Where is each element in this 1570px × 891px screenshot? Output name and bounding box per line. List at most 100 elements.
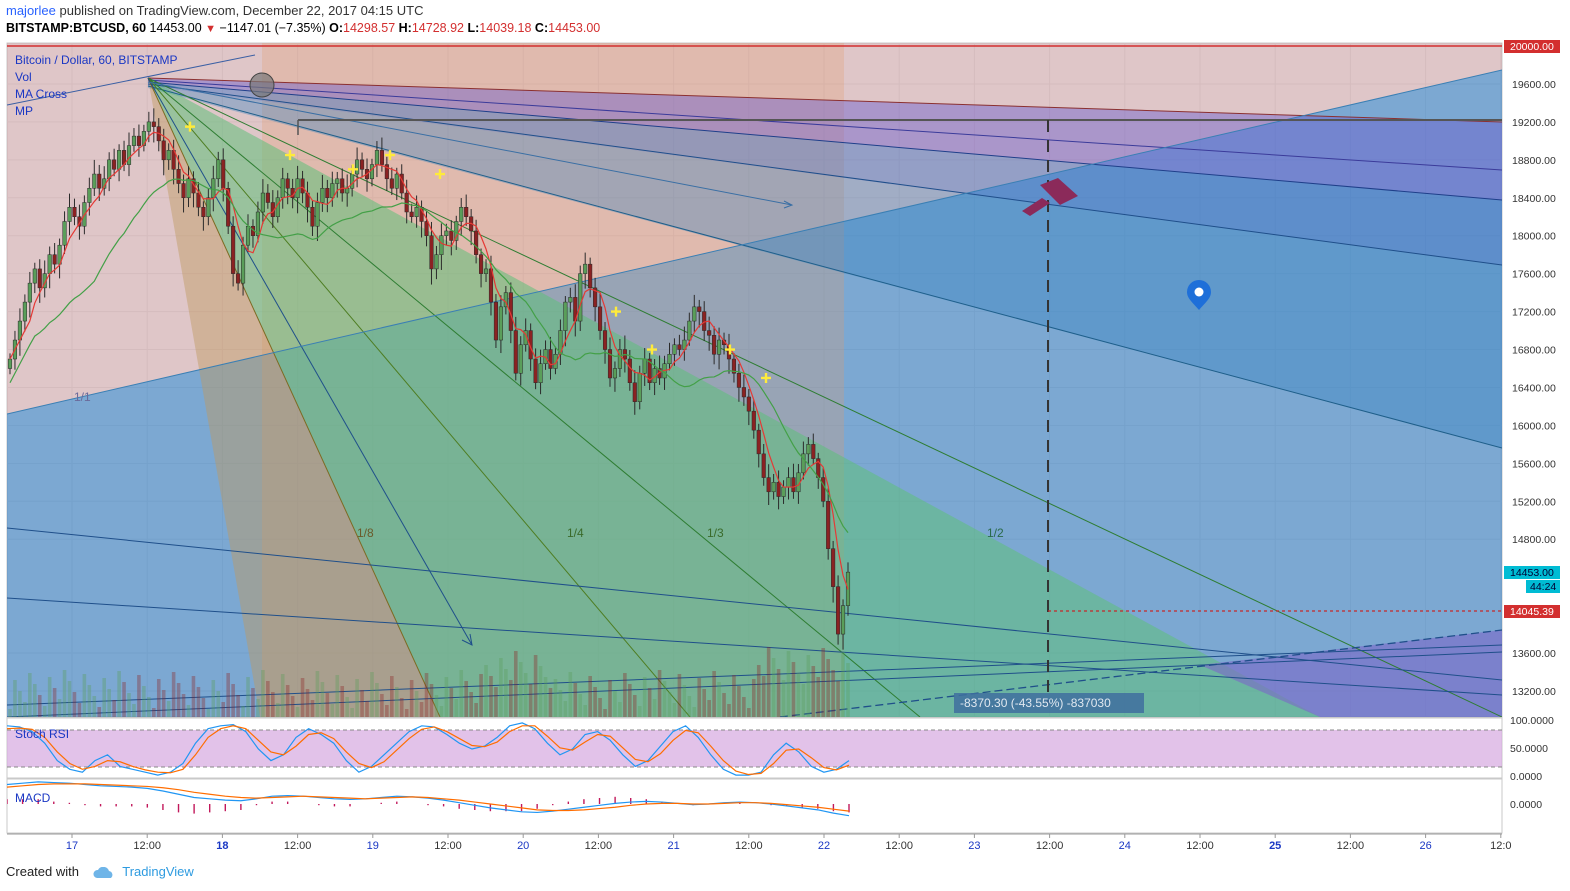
stoch-d-line	[7, 725, 850, 776]
volume-bar	[707, 700, 711, 717]
volume-bar	[380, 694, 384, 717]
volume-bar	[82, 674, 87, 717]
candle-body	[731, 358, 737, 374]
ma-lines	[9, 131, 849, 590]
volume-bar	[712, 671, 716, 717]
volume-bar	[390, 676, 394, 717]
candle-body	[325, 188, 330, 199]
volume-bar	[603, 709, 607, 717]
time-axis[interactable]: 17 12:00 18 12:00 19 12:00 20 12:00 21 12:00 22 12:…	[66, 834, 1512, 852]
time-tick-label: 12:00	[735, 840, 763, 852]
trend-line	[7, 54, 256, 106]
high-value: 14728.92	[411, 21, 464, 35]
timer-tag-text: 44:24	[1530, 581, 1556, 593]
candle-body	[360, 159, 365, 170]
time-tick-label: 17	[66, 840, 78, 852]
volume-bar	[394, 687, 399, 717]
candle-body	[216, 159, 221, 180]
volume-bar	[682, 685, 687, 717]
legend-item-ma-cross[interactable]: MA Cross	[15, 87, 67, 101]
top-price-tag	[1504, 40, 1560, 53]
volume-bar	[722, 693, 726, 717]
volume-bar	[404, 709, 409, 717]
volume-bar	[28, 673, 32, 717]
candle-body	[598, 306, 603, 331]
volume-bar	[62, 670, 67, 717]
tradingview-brand[interactable]: TradingView	[122, 864, 194, 879]
mp-marker-icon	[761, 372, 771, 383]
candle-body	[439, 235, 444, 255]
measure-label: -8370.30 (-43.55%) -837030	[960, 696, 1111, 710]
volume-bar	[161, 690, 166, 717]
candle-body	[459, 207, 464, 222]
volume-bar	[8, 709, 12, 717]
candle-body	[568, 297, 573, 303]
fan-label-1-8: 1/8	[357, 526, 374, 540]
hammer-icon[interactable]	[1022, 178, 1078, 216]
volume-bar	[781, 680, 786, 717]
volume-bar	[340, 686, 345, 717]
circle-marker-icon[interactable]	[249, 72, 275, 98]
volume-bar	[543, 677, 548, 717]
price-ticks: 19600.00 19200.00 18800.00 18400.00 18000.00…	[1512, 79, 1556, 698]
candle-body	[771, 482, 776, 493]
volume-bar	[687, 696, 692, 717]
legend-item-vol[interactable]: Vol	[15, 70, 32, 84]
trend-arrow-line	[147, 81, 793, 206]
last-price-tag	[1504, 566, 1560, 579]
candle-body	[756, 429, 761, 455]
volume-bar	[548, 688, 553, 717]
low-label: L:	[467, 21, 480, 35]
candles	[7, 108, 851, 650]
legend-item-mp[interactable]: MP	[15, 104, 33, 118]
volume-bar	[127, 693, 131, 717]
candle-body	[315, 202, 320, 227]
volume-bar	[727, 704, 731, 717]
price-axis[interactable]	[1503, 43, 1570, 833]
volume-bar	[102, 678, 107, 717]
author-link[interactable]: majorlee	[6, 3, 56, 18]
volume-bar	[449, 688, 454, 717]
candle-body	[632, 382, 637, 402]
candle-body	[429, 235, 434, 270]
volume-bar	[662, 681, 667, 717]
candle-body	[7, 358, 13, 369]
mp-marker-icon	[348, 164, 358, 175]
map-pin-icon[interactable]	[1187, 280, 1211, 310]
volume-bar	[290, 696, 295, 717]
fan-line	[147, 79, 1502, 171]
price-tick-label: 13600.00	[1512, 648, 1556, 660]
candle-body	[424, 221, 429, 236]
candle-body	[781, 486, 786, 497]
candle-body	[176, 169, 181, 184]
candle-body	[151, 121, 156, 127]
fan-line	[147, 77, 1502, 123]
candle-body	[379, 150, 384, 165]
time-tick-label: 12:00	[585, 840, 613, 852]
volume-bar	[776, 669, 781, 717]
volume-bar	[642, 677, 647, 717]
candle-body	[191, 178, 196, 194]
volume-bar	[489, 676, 493, 717]
candle-body	[811, 444, 816, 459]
volume-bar	[444, 677, 449, 717]
fan-label-1-1: 1/1	[74, 390, 91, 404]
volume-bar	[464, 681, 468, 717]
candle-body	[786, 477, 791, 488]
candle-body	[717, 339, 722, 355]
candle-body	[776, 482, 781, 497]
volume-bar	[132, 704, 136, 717]
stoch-tick-0: 0.0000	[1510, 771, 1542, 783]
publisher-line: majorlee published on TradingView.com, D…	[6, 3, 423, 18]
mp-markers	[185, 121, 771, 383]
volume-bar	[142, 686, 146, 717]
fan-line	[147, 81, 1502, 201]
candle-body	[528, 330, 533, 360]
mp-marker-icon	[647, 344, 657, 355]
ma-fast-line	[9, 131, 849, 590]
volume-bar	[414, 691, 419, 717]
macd-pane[interactable]	[6, 778, 1503, 834]
volume-bar	[226, 673, 230, 717]
volume-bar	[608, 680, 612, 717]
